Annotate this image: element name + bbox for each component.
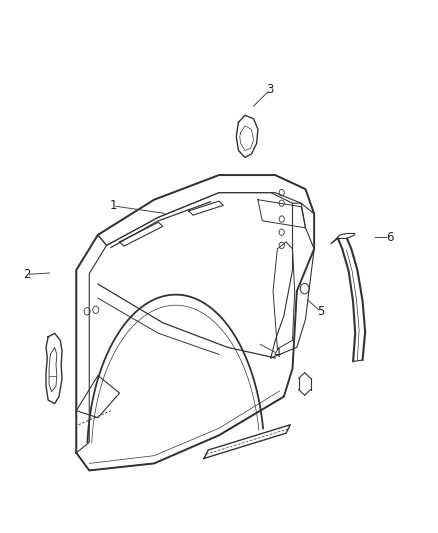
Text: 4: 4 bbox=[274, 347, 281, 360]
Text: 5: 5 bbox=[317, 305, 324, 318]
Text: 3: 3 bbox=[266, 83, 274, 96]
Text: 1: 1 bbox=[110, 199, 117, 212]
Text: 6: 6 bbox=[386, 231, 394, 244]
Text: 2: 2 bbox=[23, 268, 30, 281]
